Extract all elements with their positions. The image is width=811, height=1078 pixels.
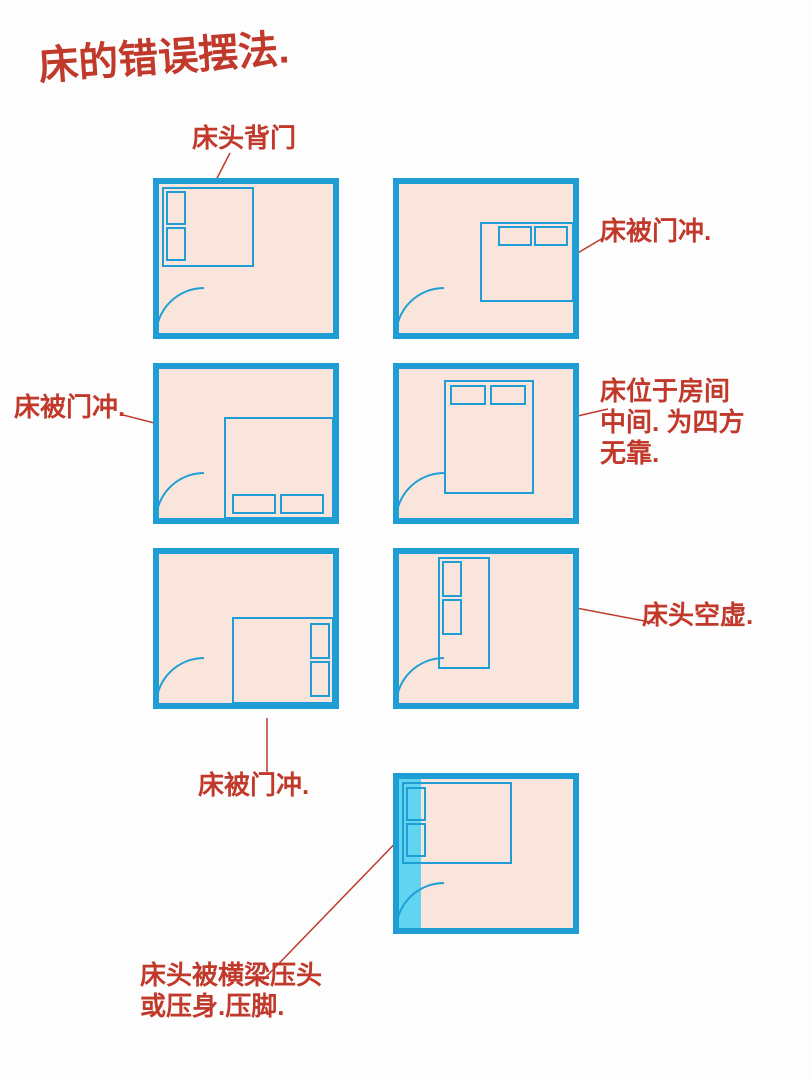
label-r7: 床头被横梁压头 或压身.压脚.	[140, 960, 322, 1022]
label-r5: 床被门冲.	[198, 770, 309, 801]
page-title: 床的错误摆法.	[36, 16, 291, 91]
label-r2: 床被门冲.	[600, 216, 711, 247]
label-r6: 床头空虚.	[642, 600, 753, 631]
room-6	[393, 548, 583, 713]
label-r4: 床位于房间 中间. 为四方 无靠.	[600, 376, 744, 470]
room-3	[153, 363, 343, 528]
label-r1: 床头背门	[192, 123, 296, 154]
room-1	[153, 178, 343, 343]
room-5	[153, 548, 343, 713]
room-7	[393, 773, 583, 938]
room-4	[393, 363, 583, 528]
room-2	[393, 178, 583, 343]
label-r3: 床被门冲.	[14, 392, 125, 423]
